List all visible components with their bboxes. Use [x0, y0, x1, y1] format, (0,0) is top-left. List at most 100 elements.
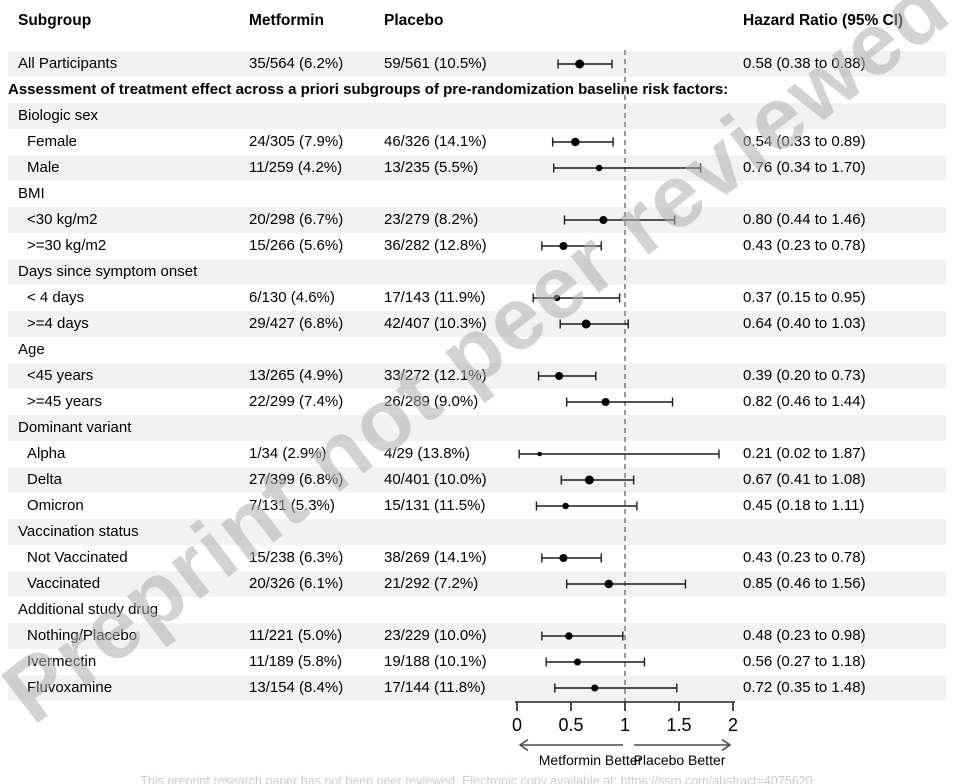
- group-header-row: Biologic sex: [8, 103, 946, 129]
- group-header-row: Additional study drug: [8, 597, 946, 623]
- hr-ci-cell: 0.54 (0.33 to 0.89): [743, 133, 866, 150]
- metformin-cell: 1/34 (2.9%): [249, 445, 327, 462]
- subgroup-label: Fluvoxamine: [27, 679, 113, 696]
- axis-tick-label: 0.5: [558, 715, 583, 735]
- subgroup-row: >=30 kg/m2 15/266 (5.6%) 36/282 (12.8%) 0.4…: [8, 233, 946, 259]
- placebo-cell: 59/561 (10.5%): [384, 55, 487, 72]
- group-label: Days since symptom onset: [18, 263, 198, 280]
- right-arrowhead-icon: [721, 738, 732, 752]
- subgroup-label: >=45 years: [27, 393, 103, 410]
- subgroup-row: Omicron 7/131 (5.3%) 15/131 (11.5%) 0.45 (0…: [8, 493, 946, 519]
- metformin-cell: 6/130 (4.6%): [249, 289, 335, 306]
- subgroup-label: Omicron: [27, 497, 84, 514]
- placebo-cell: 19/188 (10.1%): [384, 653, 487, 670]
- placebo-cell: 33/272 (12.1%): [384, 367, 487, 384]
- group-label: Dominant variant: [18, 419, 132, 436]
- placebo-cell: 23/229 (10.0%): [384, 627, 487, 644]
- subgroup-label: <45 years: [27, 367, 94, 384]
- metformin-cell: 20/298 (6.7%): [249, 211, 344, 228]
- subgroup-row: Delta 27/399 (6.8%) 40/401 (10.0%) 0.67 (0.…: [8, 467, 946, 493]
- group-header-row: Dominant variant: [8, 415, 946, 441]
- axis-tick-label: 2: [728, 715, 738, 735]
- column-header-subgroup: Subgroup: [18, 12, 92, 29]
- group-label: Additional study drug: [18, 601, 159, 618]
- metformin-cell: 15/238 (6.3%): [249, 549, 344, 566]
- subgroup-row: >=45 years 22/299 (7.4%) 26/289 (9.0%) 0.82…: [8, 389, 946, 415]
- left-arrowhead-icon: [518, 738, 529, 752]
- subgroup-label: All Participants: [18, 55, 118, 72]
- subgroup-label: <30 kg/m2: [27, 211, 98, 228]
- placebo-cell: 4/29 (13.8%): [384, 445, 470, 462]
- group-label: Biologic sex: [18, 107, 99, 124]
- placebo-cell: 40/401 (10.0%): [384, 471, 487, 488]
- hr-ci-cell: 0.48 (0.23 to 0.98): [743, 627, 866, 644]
- metformin-cell: 35/564 (6.2%): [249, 55, 344, 72]
- subgroup-label: Vaccinated: [27, 575, 101, 592]
- axis-tick-label: 0: [512, 715, 522, 735]
- hr-ci-cell: 0.43 (0.23 to 0.78): [743, 549, 866, 566]
- subgroup-row: Female 24/305 (7.9%) 46/326 (14.1%) 0.54 (0…: [8, 129, 946, 155]
- group-header-row: Age: [8, 337, 946, 363]
- metformin-cell: 13/265 (4.9%): [249, 367, 344, 384]
- hr-ci-cell: 0.72 (0.35 to 1.48): [743, 679, 866, 696]
- subgroup-row: Male 11/259 (4.2%) 13/235 (5.5%) 0.76 (0.34…: [8, 155, 946, 181]
- subgroup-label: Nothing/Placebo: [27, 627, 138, 644]
- hr-ci-cell: 0.43 (0.23 to 0.78): [743, 237, 866, 254]
- hr-ci-cell: 0.67 (0.41 to 1.08): [743, 471, 866, 488]
- hr-ci-cell: 0.64 (0.40 to 1.03): [743, 315, 866, 332]
- subgroup-label: < 4 days: [27, 289, 85, 306]
- placebo-cell: 17/143 (11.9%): [384, 289, 486, 306]
- subgroup-row: < 4 days 6/130 (4.6%) 17/143 (11.9%) 0.37 (…: [8, 285, 946, 311]
- subgroup-label: Alpha: [27, 445, 66, 462]
- metformin-better-label: Metformin Better: [538, 752, 643, 768]
- subgroup-label: >=30 kg/m2: [27, 237, 107, 254]
- hr-ci-cell: 0.45 (0.18 to 1.11): [743, 497, 865, 514]
- subgroup-label: Not Vaccinated: [27, 549, 128, 566]
- axis-tick-label: 1.5: [666, 715, 691, 735]
- hr-ci-cell: 0.82 (0.46 to 1.44): [743, 393, 866, 410]
- subgroup-label: Female: [27, 133, 78, 150]
- subgroup-row: Not Vaccinated 15/238 (6.3%) 38/269 (14.1%…: [8, 545, 946, 571]
- metformin-cell: 15/266 (5.6%): [249, 237, 344, 254]
- axis-tick-label: 1: [620, 715, 630, 735]
- placebo-cell: 15/131 (11.5%): [384, 497, 486, 514]
- metformin-cell: 27/399 (6.8%): [249, 471, 344, 488]
- hr-ci-cell: 0.37 (0.15 to 0.95): [743, 289, 866, 306]
- placebo-cell: 21/292 (7.2%): [384, 575, 479, 592]
- subgroup-row: <45 years 13/265 (4.9%) 33/272 (12.1%) 0.39…: [8, 363, 946, 389]
- placebo-cell: 26/289 (9.0%): [384, 393, 479, 410]
- hr-ci-cell: 0.80 (0.44 to 1.46): [743, 211, 866, 228]
- subgroup-label: Ivermectin: [27, 653, 97, 670]
- group-label: Age: [18, 341, 45, 358]
- subgroup-row: Vaccinated 20/326 (6.1%) 21/292 (7.2%) 0.85…: [8, 571, 946, 597]
- subgroup-row: Alpha 1/34 (2.9%) 4/29 (13.8%) 0.21 (0.02 t…: [8, 441, 946, 467]
- metformin-cell: 7/131 (5.3%): [249, 497, 335, 514]
- group-header-row: Days since symptom onset: [8, 259, 946, 285]
- subgroup-row: Ivermectin 11/189 (5.8%) 19/188 (10.1%) 0.5…: [8, 649, 946, 675]
- group-header-row: Vaccination status: [8, 519, 946, 545]
- column-header-placebo: Placebo: [384, 12, 444, 29]
- metformin-cell: 11/221 (5.0%): [249, 627, 343, 644]
- subgroup-label: >=4 days: [27, 315, 89, 332]
- placebo-cell: 46/326 (14.1%): [384, 133, 487, 150]
- group-header-row: BMI: [8, 181, 946, 207]
- placebo-cell: 38/269 (14.1%): [384, 549, 487, 566]
- section-note-row: Assessment of treatment effect across a …: [8, 77, 946, 103]
- metformin-cell: 13/154 (8.4%): [249, 679, 344, 696]
- section-note-label: Assessment of treatment effect across a …: [8, 81, 729, 98]
- group-label: BMI: [18, 185, 45, 202]
- metformin-cell: 24/305 (7.9%): [249, 133, 344, 150]
- metformin-cell: 20/326 (6.1%): [249, 575, 344, 592]
- hr-ci-cell: 0.56 (0.27 to 1.18): [743, 653, 866, 670]
- placebo-cell: 36/282 (12.8%): [384, 237, 487, 254]
- group-label: Vaccination status: [18, 523, 139, 540]
- placebo-cell: 23/279 (8.2%): [384, 211, 479, 228]
- ssrn-footer: This preprint research paper has not bee…: [140, 774, 813, 784]
- subgroup-row: Fluvoxamine 13/154 (8.4%) 17/144 (11.8%) 0.…: [8, 675, 946, 701]
- placebo-better-label: Placebo Better: [633, 752, 726, 768]
- subgroup-row: Nothing/Placebo 11/221 (5.0%) 23/229 (10.0…: [8, 623, 946, 649]
- hr-ci-cell: 0.85 (0.46 to 1.56): [743, 575, 866, 592]
- metformin-cell: 29/427 (6.8%): [249, 315, 344, 332]
- placebo-cell: 42/407 (10.3%): [384, 315, 487, 332]
